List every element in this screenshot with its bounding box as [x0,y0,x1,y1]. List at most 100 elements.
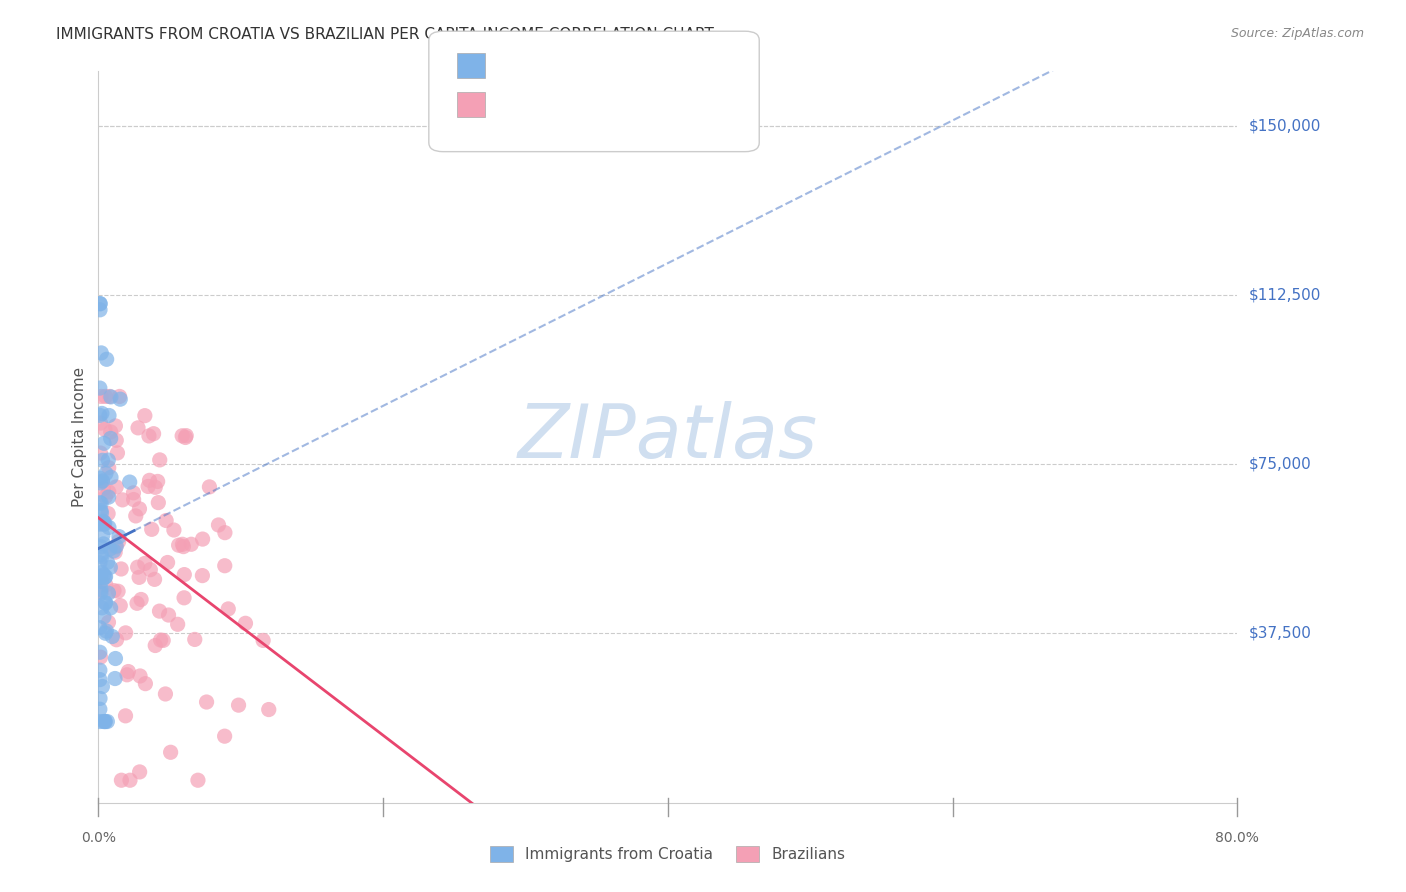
Point [228,698,250,713]
Point [142,426,165,441]
Point [97,453,120,467]
Point [104,540,127,554]
Point [174,428,197,442]
Point [94,578,117,592]
Point [90,506,112,520]
Point [90,566,112,580]
Point [100,390,122,404]
Point [89,556,111,570]
Point [117,665,139,679]
Point [90,389,112,403]
Text: -0.459: -0.459 [526,95,579,113]
Point [100,470,122,484]
Point [127,560,149,574]
Point [98,560,121,574]
Point [89,673,111,687]
Point [94,626,117,640]
Point [93,517,115,532]
Y-axis label: Per Capita Income: Per Capita Income [72,367,87,508]
Point [91,528,114,542]
Text: ZIPatlas: ZIPatlas [517,401,818,473]
Point [180,537,202,551]
Point [118,773,141,788]
Point [114,626,136,640]
Point [93,537,115,551]
Point [89,702,111,716]
Point [94,569,117,583]
Point [148,604,170,618]
Point [89,409,111,423]
Point [129,592,152,607]
Point [172,537,194,551]
Point [214,525,236,540]
Point [93,568,115,582]
Point [114,709,136,723]
Point [138,474,160,488]
Point [125,508,148,523]
Point [257,702,280,716]
Point [89,296,111,310]
Point [94,596,117,610]
Point [149,453,172,467]
Point [94,422,117,436]
Point [172,540,194,554]
Point [235,616,257,631]
Text: -0.068: -0.068 [526,56,579,74]
Point [89,446,111,460]
Point [167,538,190,552]
Point [89,650,111,665]
Point [184,632,207,647]
Point [195,695,218,709]
Text: R =: R = [495,95,531,113]
Point [89,517,111,532]
Point [100,431,122,445]
Point [138,429,160,443]
Point [110,392,132,407]
Point [89,714,111,729]
Point [89,570,111,584]
Point [105,632,128,647]
Point [105,539,128,553]
Point [98,389,121,403]
Point [90,582,112,597]
Point [96,352,118,367]
Point [94,714,117,729]
Point [129,669,152,683]
Point [163,523,186,537]
Point [93,609,115,624]
Text: $112,500: $112,500 [1249,287,1320,302]
Point [97,507,120,521]
Point [94,467,117,481]
Point [110,599,132,613]
Point [90,406,112,420]
Point [89,621,111,635]
Point [172,429,194,443]
Point [157,608,180,623]
Point [214,558,236,573]
Point [166,617,188,632]
Point [90,585,112,599]
Text: $150,000: $150,000 [1249,118,1320,133]
Point [89,297,111,311]
Point [115,668,138,682]
Text: IMMIGRANTS FROM CROATIA VS BRAZILIAN PER CAPITA INCOME CORRELATION CHART: IMMIGRANTS FROM CROATIA VS BRAZILIAN PER… [56,27,714,42]
Point [148,495,170,509]
Text: 97: 97 [616,95,637,113]
Point [96,555,118,569]
Text: Source: ZipAtlas.com: Source: ZipAtlas.com [1230,27,1364,40]
Point [107,446,129,460]
Point [198,480,221,494]
Point [143,639,166,653]
Point [100,425,122,439]
Point [94,389,117,403]
Point [152,633,174,648]
Point [128,501,150,516]
Point [107,534,129,549]
Point [97,615,120,630]
Point [90,346,112,360]
Point [97,490,120,504]
Point [89,663,111,677]
Point [207,518,229,533]
Point [89,645,111,659]
Point [91,680,114,694]
